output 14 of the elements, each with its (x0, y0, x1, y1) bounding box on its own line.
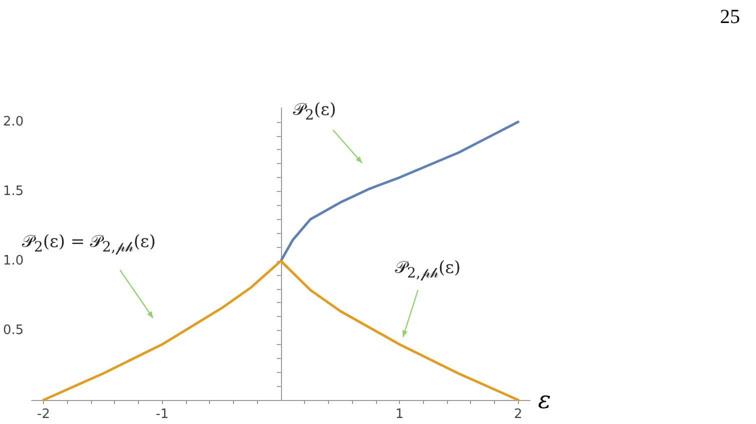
x-axis-title: ε (538, 386, 551, 414)
y-tick-label: 1.5 (2, 184, 24, 199)
annotation: 𝒫$_{2,𝓅𝒽}$(ε) (395, 258, 461, 282)
x-tick-label: 2 (514, 407, 522, 422)
x-tick-label: -1 (156, 407, 169, 422)
y-tick-label: 0.5 (2, 322, 24, 338)
annotation: 𝒫$_{2}$(ε) = 𝒫$_{2,𝓅𝒽}$(ε) (22, 232, 156, 256)
annotation: 𝒫$_{2}$(ε) (293, 100, 336, 124)
y-tick-label: 1.0 (2, 253, 24, 268)
line-series (42, 260, 520, 402)
text: 25 (720, 6, 740, 29)
x-tick-label: 1 (395, 407, 404, 422)
y-tick-label: 2.0 (2, 114, 24, 130)
x-tick-label: -2 (37, 407, 50, 422)
